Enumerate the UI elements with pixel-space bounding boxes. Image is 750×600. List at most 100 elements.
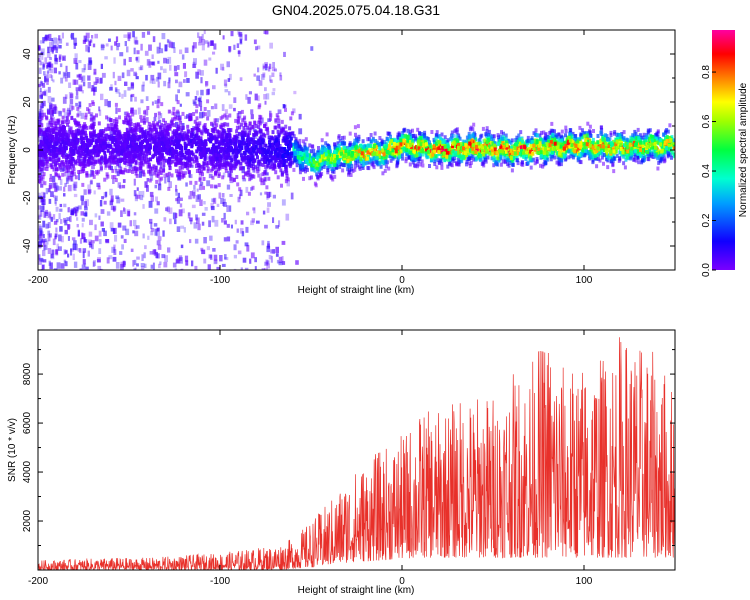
heatmap-cell: [173, 65, 177, 72]
heatmap-cell: [67, 207, 70, 213]
heatmap-cell: [213, 197, 217, 204]
heatmap-cell: [123, 111, 127, 116]
heatmap-cell: [184, 255, 189, 262]
heatmap-cell: [265, 185, 269, 190]
heatmap-cell: [92, 116, 95, 124]
heatmap-cell: [228, 46, 231, 53]
heatmap-cell: [113, 227, 117, 234]
heatmap-cell: [61, 140, 65, 145]
heatmap-cell: [251, 137, 255, 142]
heatmap-cell: [58, 145, 62, 150]
heatmap-cell: [100, 43, 105, 51]
heatmap-cell: [91, 85, 95, 92]
heatmap-cell: [43, 137, 46, 142]
heatmap-cell: [633, 146, 637, 151]
heatmap-cell: [193, 222, 198, 229]
heatmap-cell: [648, 128, 652, 133]
heatmap-cell: [444, 140, 448, 145]
heatmap-cell: [87, 46, 90, 53]
heatmap-cell: [559, 162, 563, 167]
heatmap-cell: [48, 120, 52, 125]
heatmap-cell: [38, 228, 43, 234]
heatmap-cell: [213, 254, 218, 261]
heatmap-cell: [136, 225, 140, 229]
heatmap-cell: [184, 47, 189, 53]
heatmap-cell: [580, 128, 584, 133]
heatmap-cell: [257, 95, 260, 102]
heatmap-cell: [76, 128, 80, 133]
heatmap-cell: [223, 155, 227, 160]
heatmap-cell: [220, 141, 224, 146]
heatmap-cell: [39, 225, 43, 232]
heatmap-cell: [348, 141, 352, 146]
heatmap-cell: [120, 263, 124, 270]
heatmap-cell: [346, 167, 350, 172]
heatmap-cell: [194, 142, 198, 147]
heatmap-cell: [572, 141, 576, 146]
heatmap-cell: [121, 184, 126, 189]
heatmap-cell: [286, 135, 290, 140]
heatmap-cell: [55, 57, 59, 62]
heatmap-cell: [279, 130, 283, 135]
heatmap-cell: [211, 198, 216, 203]
heatmap-cell: [553, 129, 556, 134]
heatmap-cell: [86, 146, 89, 151]
heatmap-cell: [94, 224, 97, 231]
heatmap-cell: [115, 144, 119, 149]
heatmap-cell: [230, 139, 234, 144]
heatmap-cell: [106, 148, 110, 153]
heatmap-cell: [45, 34, 49, 40]
heatmap-cell: [147, 137, 151, 142]
heatmap-cell: [550, 121, 554, 126]
heatmap-cell: [318, 166, 322, 171]
heatmap-cell: [153, 168, 157, 172]
heatmap-cell: [52, 182, 56, 189]
heatmap-cell: [71, 130, 75, 135]
heatmap-cell: [77, 152, 81, 157]
heatmap-cell: [358, 165, 361, 170]
heatmap-cell: [280, 128, 284, 133]
heatmap-cell: [261, 162, 265, 167]
heatmap-cell: [116, 46, 119, 51]
heatmap-cell: [138, 66, 142, 71]
heatmap-cell: [499, 162, 503, 167]
heatmap-cell: [259, 162, 262, 167]
heatmap-cell: [206, 99, 210, 104]
heatmap-cell: [177, 89, 180, 94]
heatmap-cell: [264, 164, 269, 169]
heatmap-cell: [251, 166, 255, 171]
heatmap-cell: [83, 35, 87, 43]
heatmap-cell: [148, 143, 152, 148]
heatmap-cell: [186, 114, 190, 119]
heatmap-cell: [163, 173, 168, 178]
heatmap-cell: [46, 52, 51, 58]
heatmap-cell: [622, 152, 626, 157]
heatmap-cell: [52, 194, 56, 199]
heatmap-cell: [241, 231, 245, 237]
heatmap-cell: [239, 228, 244, 234]
heatmap-cell: [178, 155, 182, 160]
heatmap-cell: [71, 156, 75, 161]
heatmap-cell: [267, 145, 271, 150]
heatmap-cell: [210, 106, 214, 110]
heatmap-cell: [439, 136, 442, 141]
heatmap-cell: [266, 207, 270, 213]
heatmap-cell: [51, 50, 54, 54]
heatmap-cell: [298, 148, 302, 152]
heatmap-cell: [158, 119, 162, 124]
heatmap-cell: [178, 173, 182, 178]
heatmap-cell: [203, 59, 208, 66]
heatmap-cell: [207, 88, 210, 95]
heatmap-cell: [191, 204, 196, 209]
heatmap-cell: [285, 132, 289, 137]
heatmap-cell: [249, 151, 253, 156]
heatmap-cell: [124, 118, 128, 123]
heatmap-cell: [133, 109, 137, 115]
heatmap-cell: [115, 107, 118, 114]
heatmap-cell: [251, 125, 255, 129]
heatmap-cell: [265, 93, 270, 100]
heatmap-cell: [71, 149, 75, 154]
heatmap-cell: [214, 152, 218, 157]
heatmap-cell: [266, 163, 270, 168]
heatmap-cell: [43, 71, 46, 76]
